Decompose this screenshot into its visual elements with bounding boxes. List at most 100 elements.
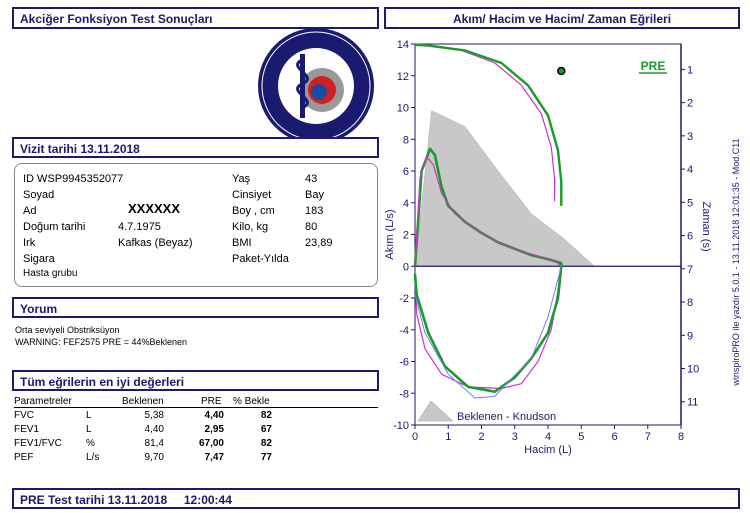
- footer-text: PRE Test tarihi 13.11.2018 12:00:44: [20, 493, 232, 507]
- pred-cell: 4,40: [144, 424, 164, 435]
- right-title-bar: Akım/ Hacim ve Hacim/ Zaman Eğrileri: [384, 7, 740, 29]
- irk-value: Kafkas (Beyaz): [118, 237, 193, 249]
- y-axis-label: Akım (L/s): [384, 209, 396, 259]
- kilo-label: Kilo, kg: [232, 221, 269, 233]
- table-row: FEV1 L 4,40 2,95 67: [14, 422, 378, 436]
- comment-line-2: WARNING: FEF2575 PRE = 44%Beklenen: [15, 337, 187, 347]
- paket-label: Paket-Yılda: [232, 253, 289, 265]
- ad-value: XXXXXX: [128, 201, 181, 216]
- pre-cell: 7,47: [204, 452, 224, 463]
- time-tick-label: 11: [687, 397, 698, 409]
- x-tick-label: 0: [412, 431, 418, 443]
- x-tick-label: 4: [545, 431, 551, 443]
- unit-cell: %: [86, 438, 95, 449]
- soyad-label: Soyad: [23, 189, 55, 201]
- comment-bar: Yorum: [12, 297, 379, 318]
- hasta-label: Hasta grubu: [23, 268, 78, 279]
- y-tick-label: -8: [399, 388, 409, 400]
- time-tick-label: 6: [687, 231, 693, 243]
- time-tick-label: 10: [687, 364, 699, 376]
- x-tick-label: 2: [478, 431, 484, 443]
- col-param: Parametreler: [14, 396, 72, 407]
- col-pct: % Bekle: [233, 396, 270, 407]
- ad-label: Ad: [23, 205, 37, 217]
- left-title: Akciğer Fonksiyon Test Sonuçları: [20, 12, 213, 26]
- comment-line-1: Orta seviyeli Obstriksüyon: [15, 325, 120, 335]
- x-tick-label: 7: [645, 431, 651, 443]
- pre-legend-label: PRE: [641, 59, 666, 73]
- series-line: [414, 156, 562, 267]
- predicted-legend-swatch: [417, 400, 454, 422]
- y-tick-label: 4: [403, 198, 409, 210]
- pct-cell: 82: [260, 438, 272, 449]
- pred-cell: 81,4: [144, 438, 164, 449]
- best-values-header: Tüm eğrilerin en iyi değerleri: [20, 375, 185, 389]
- right-title: Akım/ Hacim ve Hacim/ Zaman Eğrileri: [452, 12, 672, 26]
- cinsiyet-value: Bay: [305, 189, 324, 201]
- y-tick-label: -4: [399, 325, 409, 337]
- boy-label: Boy , cm: [232, 205, 275, 217]
- y-tick-label: 14: [397, 39, 409, 51]
- table-row: PEF L/s 9,70 7,47 77: [14, 450, 378, 464]
- x-tick-label: 5: [578, 431, 584, 443]
- bmi-label: BMI: [232, 237, 252, 249]
- footer-bar: PRE Test tarihi 13.11.2018 12:00:44: [12, 488, 740, 509]
- logo: [256, 26, 376, 146]
- time-tick-label: 9: [687, 330, 693, 342]
- pre-cell: 67,00: [198, 438, 224, 449]
- col-pred: Beklenen: [122, 396, 164, 407]
- time-tick-label: 4: [687, 164, 693, 176]
- y-tick-label: 6: [403, 166, 409, 178]
- pct-cell: 67: [260, 424, 272, 435]
- time-tick-label: 3: [687, 131, 693, 143]
- unit-cell: L: [86, 410, 92, 421]
- time-tick-label: 2: [687, 98, 693, 110]
- boy-value: 183: [305, 205, 324, 217]
- patient-panel: [14, 163, 378, 287]
- predicted-area: [414, 110, 596, 267]
- time-tick-label: 7: [687, 264, 693, 276]
- predicted-legend-label: Beklenen - Knudson: [457, 411, 556, 423]
- x-tick-label: 3: [512, 431, 518, 443]
- y-tick-label: -6: [399, 357, 409, 369]
- time-tick-label: 5: [687, 197, 693, 209]
- param-cell: FEV1: [14, 424, 40, 435]
- yas-value: 43: [305, 173, 318, 185]
- x-tick-label: 8: [678, 431, 684, 443]
- series-line: [413, 266, 563, 394]
- irk-label: Irk: [23, 237, 36, 249]
- x-tick-label: 1: [445, 431, 451, 443]
- kilo-value: 80: [305, 221, 318, 233]
- y-tick-label: 10: [397, 103, 409, 115]
- flow-volume-chart: 0 1 2 3 4 5 6 7 814121086420-2-4-6-8-10123456789…: [384, 39, 712, 456]
- pct-cell: 82: [260, 410, 272, 421]
- y-tick-label: 8: [403, 134, 409, 146]
- y-tick-label: -2: [399, 293, 409, 305]
- dogum-value: 4.7.1975: [118, 221, 161, 233]
- table-row: FVC L 5,38 4,40 82: [14, 408, 378, 422]
- pred-cell: 9,70: [144, 452, 164, 463]
- x-tick-label: 6: [611, 431, 617, 443]
- sigara-label: Sigara: [23, 253, 55, 265]
- unit-cell: L: [86, 424, 92, 435]
- best-values-bar: Tüm eğrilerin en iyi değerleri: [12, 370, 379, 391]
- series-line: [414, 266, 562, 399]
- y-tick-label: 2: [403, 230, 409, 242]
- cinsiyet-label: Cinsiyet: [232, 189, 272, 201]
- patient-id: ID WSP9945352077: [23, 173, 124, 185]
- series-line: [414, 43, 563, 206]
- yas-label: Yaş: [232, 173, 251, 185]
- y-tick-label: 12: [397, 71, 409, 83]
- time-axis-label: Zaman (s): [700, 202, 712, 252]
- y-tick-label: -10: [393, 420, 409, 432]
- y-tick-label: 0: [403, 261, 409, 273]
- unit-cell: L/s: [86, 452, 100, 463]
- pre-cell: 4,40: [204, 410, 224, 421]
- left-title-bar: Akciğer Fonksiyon Test Sonuçları: [12, 7, 379, 29]
- time-tick-label: 1: [687, 64, 693, 76]
- pre-cell: 2,95: [204, 424, 224, 435]
- dogum-label: Doğum tarihi: [23, 221, 86, 233]
- param-cell: PEF: [14, 452, 34, 463]
- param-cell: FVC: [14, 410, 34, 421]
- table-row: FEV1/FVC% 81,4 67,00 82: [14, 436, 378, 450]
